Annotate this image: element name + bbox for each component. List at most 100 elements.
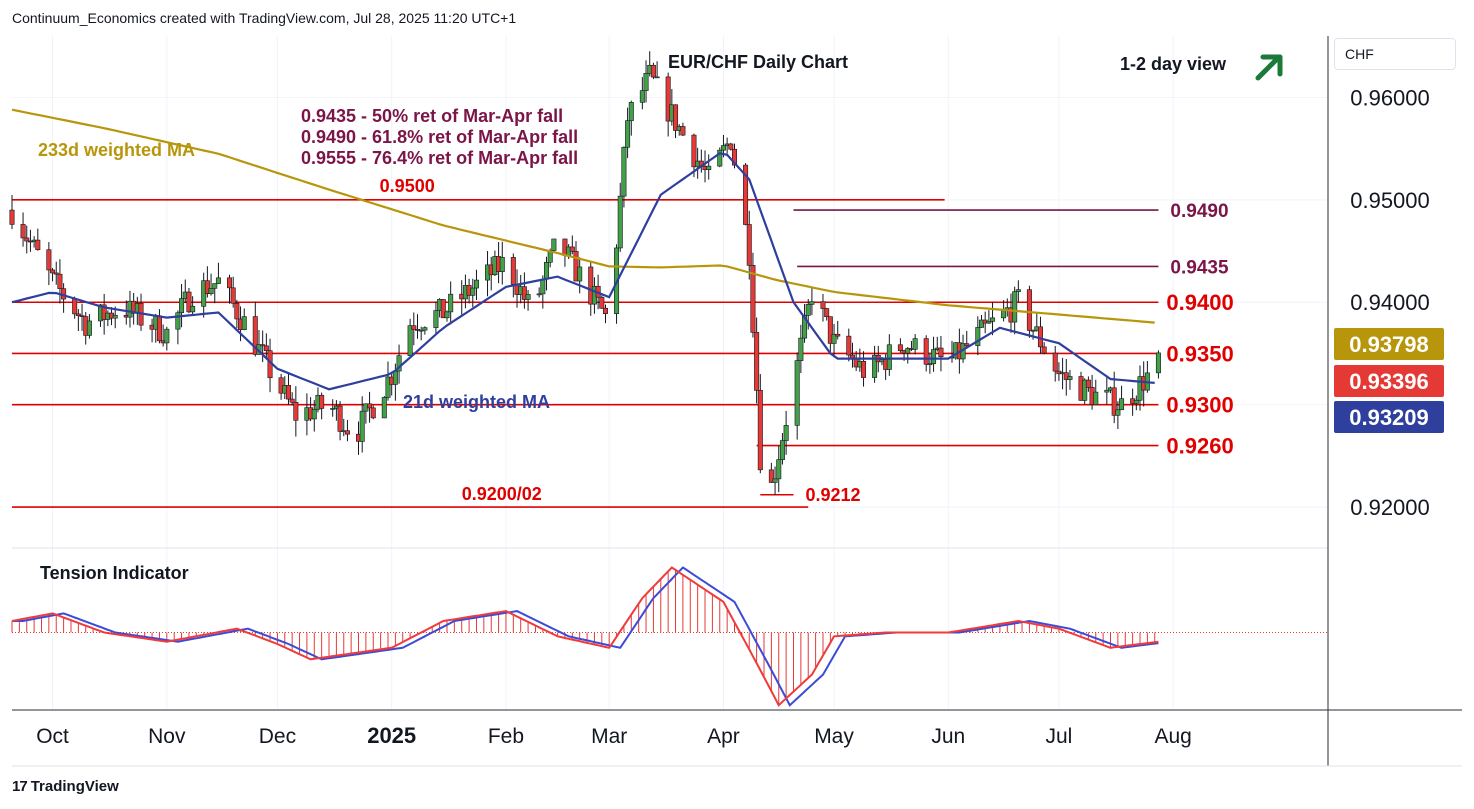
candle-body xyxy=(234,302,240,320)
candle-body xyxy=(772,478,778,483)
candle-body xyxy=(717,149,723,167)
candle-body xyxy=(407,325,413,356)
candle-body xyxy=(86,320,92,336)
candle-body xyxy=(510,257,516,285)
candle-body xyxy=(923,338,929,365)
candle-body xyxy=(101,304,107,320)
y-tick-label: 0.92000 xyxy=(1350,495,1430,520)
candle-body xyxy=(1093,391,1099,405)
candle-body xyxy=(448,293,454,313)
y-tick-label: 0.95000 xyxy=(1350,188,1430,213)
price-tag-label: 0.93396 xyxy=(1349,369,1429,394)
level-label: 0.9500 xyxy=(380,176,435,196)
price-tag-label: 0.93209 xyxy=(1349,405,1429,430)
candle-body xyxy=(53,272,59,275)
candle-body xyxy=(359,410,365,442)
level-label: 0.9400 xyxy=(1166,290,1233,315)
x-tick-label: Jun xyxy=(931,725,965,748)
fib-note: 0.9555 - 76.4% ret of Mar-Apr fall xyxy=(301,148,578,168)
candle-body xyxy=(964,343,970,346)
candle-body xyxy=(252,316,258,355)
candle-body xyxy=(1052,352,1058,372)
candle-body xyxy=(728,143,734,150)
fib-note: 0.9490 - 61.8% ret of Mar-Apr fall xyxy=(301,127,578,147)
candle-body xyxy=(650,64,656,78)
candle-body xyxy=(706,165,712,171)
oscillator-label: Tension Indicator xyxy=(40,563,189,583)
candle-body xyxy=(540,278,546,295)
candle-body xyxy=(444,311,450,319)
candle-body xyxy=(35,239,41,251)
ma233-label: 233d weighted MA xyxy=(38,140,195,160)
candle-body xyxy=(809,301,815,305)
level-label: 0.9200/02 xyxy=(462,484,542,504)
candle-body xyxy=(536,293,542,296)
candle-body xyxy=(743,164,749,225)
candle-body xyxy=(385,376,391,398)
candle-body xyxy=(978,319,984,328)
candle-body xyxy=(621,146,627,197)
candle-body xyxy=(293,401,299,421)
candle-body xyxy=(783,425,789,441)
candle-body xyxy=(521,286,527,300)
candle-body xyxy=(215,277,221,284)
candle-body xyxy=(931,349,937,365)
price-tag xyxy=(1334,401,1444,433)
candle-body xyxy=(1037,326,1043,348)
candle-body xyxy=(396,355,402,372)
candle-body xyxy=(654,76,660,79)
fib-label: 0.9435 xyxy=(1170,257,1229,278)
x-tick-label: Jul xyxy=(1045,725,1072,748)
candle-body xyxy=(1111,387,1117,416)
candle-body xyxy=(330,408,336,410)
candle-body xyxy=(569,246,575,252)
candle-body xyxy=(79,315,85,317)
candle-body xyxy=(831,333,837,344)
view-label: 1-2 day view xyxy=(1120,54,1227,74)
x-tick-label: Mar xyxy=(591,725,627,748)
candle-body xyxy=(499,257,505,272)
currency-selector[interactable]: CHF xyxy=(1334,38,1456,70)
x-tick-label: Nov xyxy=(148,725,186,748)
candle-body xyxy=(720,145,726,151)
candle-body xyxy=(820,301,826,309)
candle-body xyxy=(628,102,634,121)
candle-body xyxy=(9,209,15,225)
candle-body xyxy=(212,283,218,289)
tradingview-logo-text: TradingView xyxy=(30,778,119,795)
candle-body xyxy=(260,344,266,347)
candle-body xyxy=(732,148,738,166)
candle-body xyxy=(827,316,833,344)
candle-body xyxy=(886,344,892,370)
candle-body xyxy=(392,370,398,385)
candle-body xyxy=(190,305,196,313)
price-tag-label: 0.93798 xyxy=(1349,332,1429,357)
candle-body xyxy=(1104,389,1110,393)
candle-body xyxy=(639,90,645,103)
candle-body xyxy=(990,317,996,322)
candle-body xyxy=(846,335,852,356)
candle-body xyxy=(1085,379,1091,388)
candle-body xyxy=(577,266,583,282)
candle-body xyxy=(824,308,830,318)
candle-body xyxy=(319,394,325,409)
candle-body xyxy=(525,294,531,300)
candle-body xyxy=(208,287,214,294)
candle-body xyxy=(798,337,804,361)
candle-body xyxy=(768,469,774,483)
x-tick-label: Feb xyxy=(488,725,524,748)
level-label: 0.9300 xyxy=(1166,393,1233,418)
ma-line-0 xyxy=(11,108,1155,324)
candle-body xyxy=(370,407,376,419)
candle-body xyxy=(1012,291,1018,323)
candle-body xyxy=(643,72,649,91)
candle-body xyxy=(1026,289,1032,331)
candle-body xyxy=(20,224,26,239)
ma21-label: 21d weighted MA xyxy=(403,392,550,412)
y-tick-label: 0.94000 xyxy=(1350,290,1430,315)
candle-body xyxy=(905,348,911,354)
candle-body xyxy=(311,408,317,420)
candle-body xyxy=(551,238,557,251)
